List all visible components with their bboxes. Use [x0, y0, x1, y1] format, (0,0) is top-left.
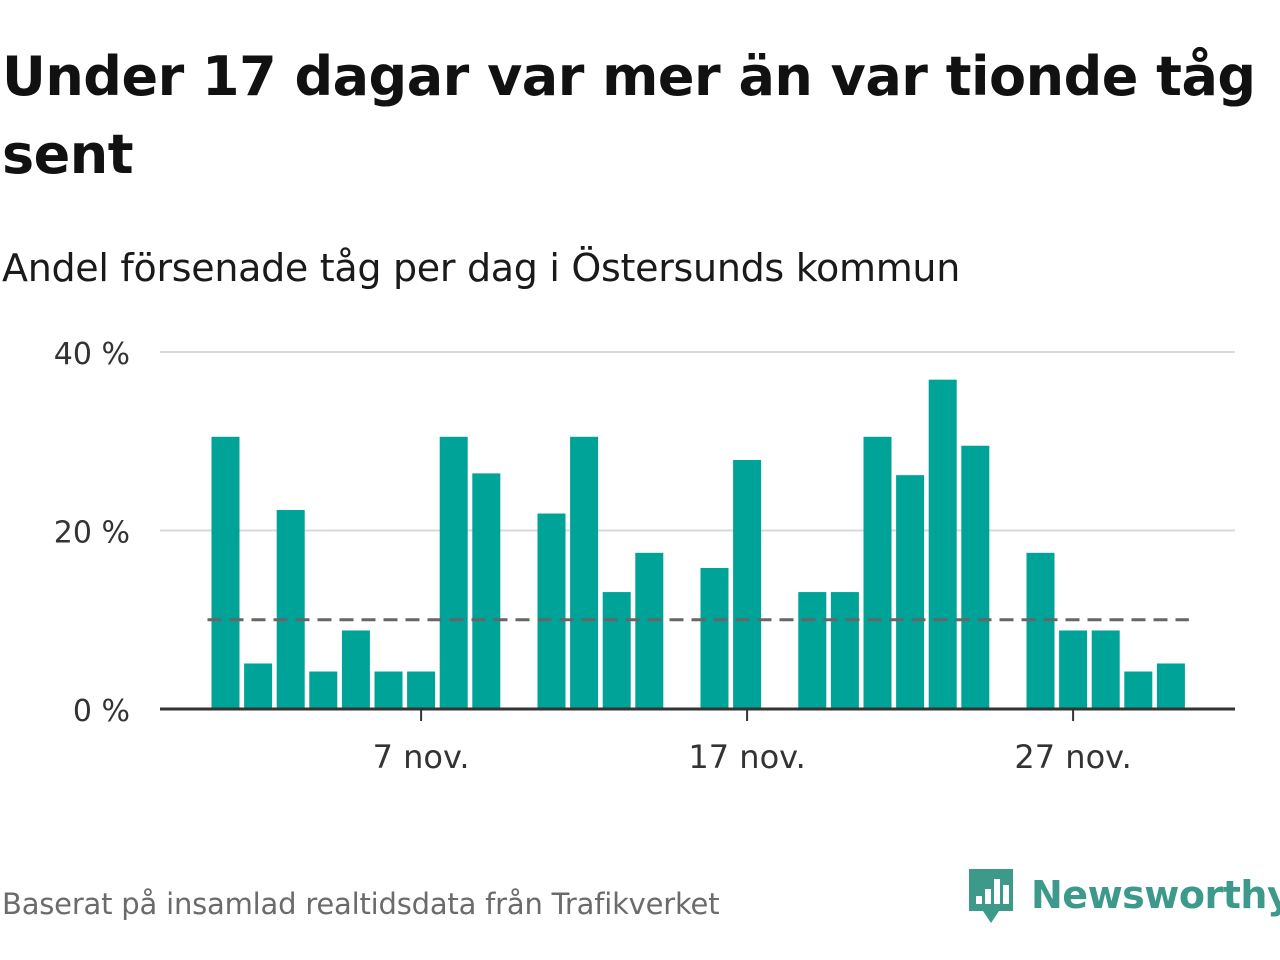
bar	[309, 671, 338, 709]
bar-chart-speech-bubble-icon	[969, 869, 1013, 923]
bar	[602, 592, 631, 709]
bars	[211, 379, 1185, 709]
gridlines	[160, 351, 1235, 532]
bar	[1124, 671, 1153, 709]
x-tick-label: 27 nov.	[1014, 738, 1131, 776]
bar	[863, 436, 892, 709]
chart-subtitle: Andel försenade tåg per dag i Östersunds…	[2, 246, 960, 290]
bar	[374, 671, 403, 709]
chart-title: Under 17 dagar var mer än var tionde tåg…	[2, 45, 1256, 186]
bar	[276, 509, 305, 709]
bar	[537, 513, 566, 709]
bar	[961, 445, 990, 709]
bar	[1026, 552, 1055, 709]
bar	[896, 475, 925, 709]
bar	[244, 663, 273, 709]
bar	[733, 459, 762, 709]
bar	[1091, 630, 1120, 709]
bar	[407, 671, 436, 709]
bar	[830, 592, 859, 709]
x-tick-label: 7 nov.	[373, 738, 470, 776]
bar	[928, 379, 957, 709]
bar-chart: 0 % 20 % 40 % 7 nov. 17 nov. 27 nov.	[54, 337, 1235, 776]
bar	[635, 552, 664, 709]
axes: 0 % 20 % 40 % 7 nov. 17 nov. 27 nov.	[54, 337, 1235, 776]
bar	[211, 436, 240, 709]
bar	[570, 436, 599, 709]
bar	[472, 473, 501, 709]
bar	[1059, 630, 1088, 709]
bar	[798, 592, 827, 709]
bar	[439, 436, 468, 709]
y-tick-label: 0 %	[73, 694, 130, 729]
brand-name: Newsworthy	[1031, 873, 1280, 917]
bar	[1156, 663, 1185, 709]
source-note: Baserat på insamlad realtidsdata från Tr…	[2, 887, 720, 921]
y-tick-label: 40 %	[54, 337, 130, 372]
x-tick-label: 17 nov.	[688, 738, 805, 776]
newsworthy-brand: Newsworthy	[965, 864, 1280, 926]
bar	[700, 567, 729, 709]
bar	[341, 630, 370, 709]
y-tick-label: 20 %	[54, 516, 130, 551]
